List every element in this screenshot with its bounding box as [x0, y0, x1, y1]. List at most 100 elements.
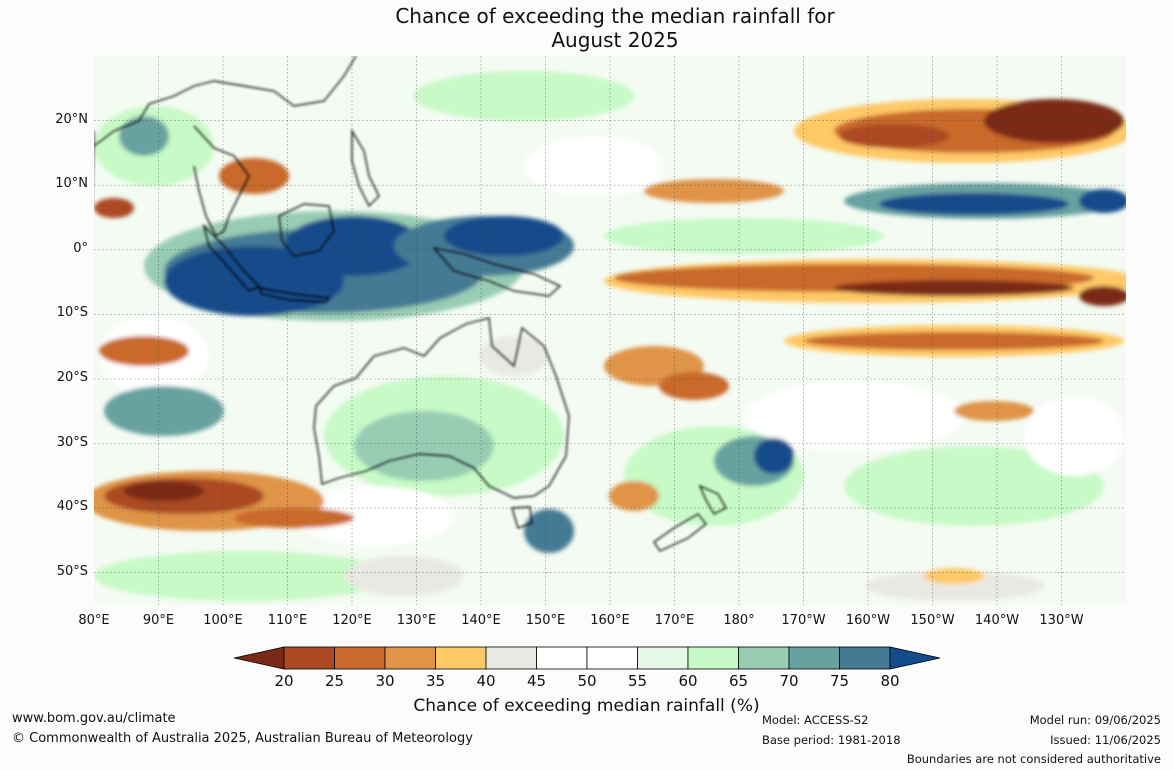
gridlines: [94, 56, 1126, 605]
colorbar-tick-label: 45: [526, 672, 547, 690]
longitude-tick-label: 130°E: [396, 613, 437, 628]
colorbar-segment: [384, 646, 436, 670]
longitude-tick-label: 170°W: [781, 613, 826, 628]
longitude-tick-label: 160°E: [590, 613, 630, 628]
website-link[interactable]: www.bom.gov.au/climate: [12, 711, 176, 726]
colorbar-segment: [637, 646, 689, 670]
longitude-tick-label: 160°W: [845, 613, 891, 628]
dry-anomaly: [839, 124, 949, 148]
latitude-tick-label: 20°S: [56, 369, 88, 385]
colorbar-segment: [586, 646, 638, 670]
wet-anomaly: [444, 216, 564, 256]
longitude-tick-label: 130°W: [1039, 613, 1084, 628]
dry-anomaly: [219, 158, 289, 194]
probability-field: [94, 71, 1126, 601]
colorbar-segment: [485, 646, 537, 670]
latitude-tick-label: 50°S: [56, 563, 88, 579]
light-green-patch: [414, 71, 634, 121]
dry-anomaly: [924, 568, 984, 584]
colorbar-low-extension: [234, 646, 285, 670]
latitude-tick-label: 10°S: [56, 305, 88, 321]
sumatra-coastline: [202, 223, 261, 292]
indochina-coastline: [193, 125, 250, 238]
colorbar-tick-label: 30: [375, 672, 395, 690]
model-text: Model: ACCESS-S2: [762, 713, 869, 727]
longitude-tick-label: 110°E: [267, 613, 308, 628]
dry-anomaly: [804, 332, 1104, 350]
philippines-coastline: [351, 128, 380, 208]
wet-anomaly: [1079, 189, 1126, 213]
latitude-tick-label: 20°N: [55, 111, 88, 127]
latitude-tick-label: 30°S: [56, 434, 88, 450]
wet-anomaly: [119, 116, 169, 156]
colorbar-segment: [839, 646, 891, 670]
wet-anomaly: [754, 438, 794, 474]
new-zealand-south: [653, 513, 707, 552]
disclaimer-text: Boundaries are not considered authoritat…: [906, 752, 1161, 766]
longitude-tick-label: 140°W: [974, 613, 1020, 628]
light-green-patch: [94, 551, 394, 601]
wet-anomaly: [524, 509, 574, 553]
asia-coastline: [94, 56, 357, 147]
white-patch: [744, 381, 964, 451]
latitude-tick-label: 10°N: [55, 176, 88, 192]
wet-anomaly: [879, 193, 1069, 215]
longitude-tick-label: 100°E: [203, 613, 243, 628]
dry-anomaly: [984, 99, 1124, 143]
white-patch: [294, 486, 454, 546]
wet-anomaly: [354, 411, 494, 481]
longitude-tick-label: 150°E: [525, 613, 566, 628]
dry-anomaly: [644, 179, 784, 203]
colorbar-tick-label: 35: [425, 672, 446, 690]
colorbar-segment: [738, 646, 790, 670]
colorbar: [234, 646, 940, 670]
colorbar-tick-label: 25: [324, 672, 345, 690]
colorbar-segment: [788, 646, 840, 670]
dry-anomaly: [234, 508, 354, 528]
grey-patch: [864, 571, 1044, 601]
dry-anomaly: [1079, 286, 1126, 306]
wet-anomaly: [284, 216, 424, 276]
colorbar-segment: [687, 646, 739, 670]
longitude-tick-label: 180°: [723, 613, 755, 628]
colorbar-segment: [283, 646, 335, 670]
dry-anomaly: [659, 372, 729, 400]
model-run-text: Model run: 09/06/2025: [1029, 713, 1161, 727]
dry-anomaly: [609, 481, 659, 511]
colorbar-tick-label: 20: [274, 672, 294, 690]
longitude-tick-label: 120°E: [332, 613, 372, 628]
colorbar-tick-label: 50: [577, 672, 597, 690]
colorbar-tick-label: 55: [627, 672, 648, 690]
dry-anomaly: [834, 280, 1074, 296]
map-title: Chance of exceeding the median rainfall …: [0, 4, 1173, 52]
white-patch: [524, 136, 664, 196]
colorbar-segment: [536, 646, 588, 670]
map-title-line1: Chance of exceeding the median rainfall …: [395, 4, 835, 28]
borneo-coastline: [278, 203, 335, 257]
longitude-tick-label: 150°W: [910, 613, 955, 628]
latitude-tick-label: 0°: [73, 240, 88, 256]
new-guinea-coastline: [432, 246, 562, 297]
rainfall-map-svg: [94, 56, 1126, 605]
tasmania-coastline: [511, 506, 533, 529]
issued-text: Issued: 11/06/2025: [1050, 733, 1161, 747]
light-green-patch: [604, 218, 884, 254]
grey-patch: [344, 556, 464, 596]
colorbar-tick-label: 80: [880, 672, 900, 690]
coastlines: [94, 56, 727, 552]
copyright-text: © Commonwealth of Australia 2025, Austra…: [12, 731, 473, 746]
dry-anomaly: [94, 198, 134, 218]
colorbar-high-extension: [889, 646, 940, 670]
latitude-tick-label: 40°S: [56, 499, 88, 515]
longitude-tick-label: 90°E: [142, 613, 175, 628]
colorbar-tick-label: 75: [829, 672, 850, 690]
colorbar-title: Chance of exceeding median rainfall (%): [413, 696, 760, 716]
colorbar-tick-label: 70: [779, 672, 799, 690]
australia-coastline: [313, 317, 570, 499]
colorbar-tick-label: 60: [678, 672, 698, 690]
colorbar-tick-label: 65: [728, 672, 749, 690]
dry-anomaly: [99, 336, 189, 366]
map-title-line2: August 2025: [551, 28, 679, 52]
dry-anomaly: [954, 401, 1034, 421]
colorbar-tick-label: 40: [476, 672, 496, 690]
